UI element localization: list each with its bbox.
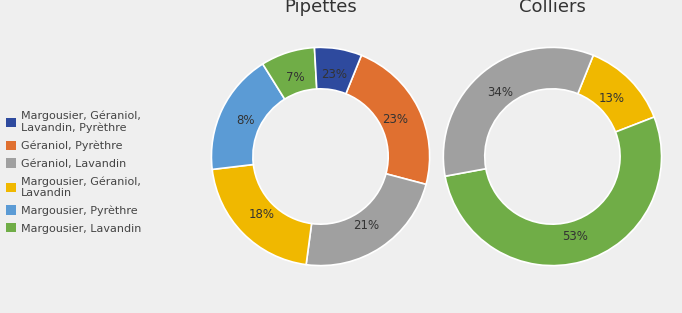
Wedge shape <box>578 55 654 132</box>
Wedge shape <box>346 55 430 184</box>
Wedge shape <box>445 117 662 266</box>
Wedge shape <box>263 48 316 99</box>
Title: Colliers: Colliers <box>519 0 586 16</box>
Wedge shape <box>314 47 361 94</box>
Wedge shape <box>306 174 426 266</box>
Text: 23%: 23% <box>382 113 408 126</box>
Text: 34%: 34% <box>487 86 513 99</box>
Text: 21%: 21% <box>353 219 380 232</box>
Wedge shape <box>211 64 284 169</box>
Title: Pipettes: Pipettes <box>284 0 357 16</box>
Text: 7%: 7% <box>286 71 305 84</box>
Legend: Margousier, Géraniol,
Lavandin, Pyrèthre, Géraniol, Pyrèthre, Géraniol, Lavandin: Margousier, Géraniol, Lavandin, Pyrèthre… <box>5 111 141 233</box>
Text: 8%: 8% <box>237 114 255 127</box>
Wedge shape <box>212 165 312 265</box>
Text: 13%: 13% <box>599 92 625 105</box>
Text: 53%: 53% <box>562 230 588 243</box>
Text: 18%: 18% <box>248 208 274 221</box>
Wedge shape <box>443 47 593 176</box>
Text: 23%: 23% <box>321 68 347 81</box>
